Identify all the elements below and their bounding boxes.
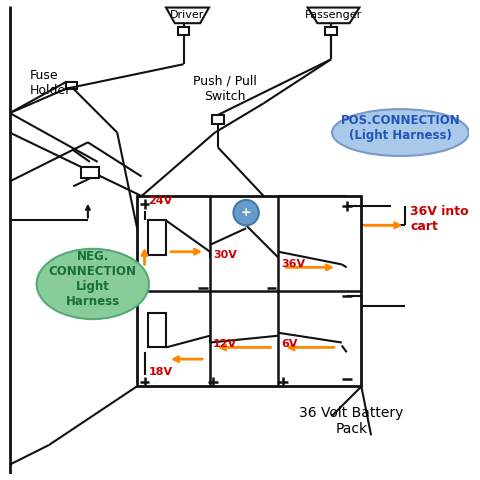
Text: +: + (241, 206, 252, 219)
Text: Driver: Driver (170, 11, 204, 20)
Text: 30V: 30V (213, 250, 237, 260)
Bar (148, 220, 166, 255)
Text: 12V: 12V (213, 339, 237, 349)
Bar (178, 27, 190, 35)
Polygon shape (166, 8, 209, 23)
Text: Fuse
Holder: Fuse Holder (29, 69, 71, 97)
Text: 36V into
cart: 36V into cart (410, 204, 469, 232)
Text: POS.CONNECTION
(Light Harness): POS.CONNECTION (Light Harness) (340, 114, 460, 142)
Text: NEG.
CONNECTION
Light
Harness: NEG. CONNECTION Light Harness (49, 250, 137, 308)
Polygon shape (308, 8, 360, 23)
Bar (325, 27, 337, 35)
Text: 36 Volt Battery
Pack: 36 Volt Battery Pack (300, 406, 404, 436)
Bar (148, 313, 166, 348)
Text: Passenger: Passenger (304, 11, 361, 20)
Ellipse shape (332, 109, 469, 156)
Text: 6V: 6V (281, 339, 298, 349)
Circle shape (233, 200, 259, 225)
Text: 24V: 24V (148, 196, 173, 206)
Bar (81, 167, 98, 179)
Bar (66, 82, 77, 89)
Text: 36V: 36V (281, 259, 305, 269)
Text: Push / Pull
Switch: Push / Pull Switch (192, 74, 256, 103)
Bar (212, 115, 224, 124)
Bar (137, 196, 361, 386)
Ellipse shape (36, 249, 149, 319)
Text: 18V: 18V (148, 367, 173, 377)
